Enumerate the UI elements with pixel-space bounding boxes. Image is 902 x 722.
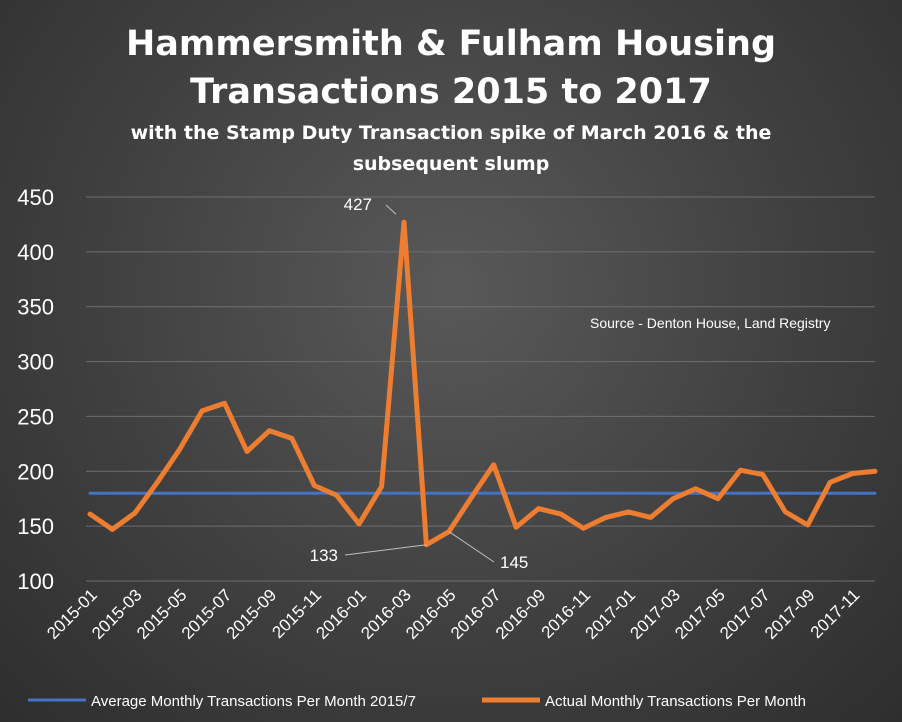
x-tick-label: 2017-09 — [761, 585, 819, 643]
annotation-leader-line — [344, 544, 427, 556]
y-tick-label: 100 — [17, 569, 54, 594]
chart-title-line-2: Transactions 2015 to 2017 — [190, 72, 712, 112]
x-tick-label: 2016-09 — [492, 585, 550, 643]
legend-label: Average Monthly Transactions Per Month 2… — [91, 693, 416, 710]
legend: Average Monthly Transactions Per Month 2… — [28, 693, 806, 710]
y-tick-label: 200 — [17, 459, 54, 484]
y-tick-label: 400 — [17, 240, 54, 265]
y-tick-label: 250 — [17, 404, 54, 429]
chart-subtitle-line-2: subsequent slump — [353, 153, 550, 175]
series-line-actual — [87, 219, 878, 548]
annotation-label: 133 — [310, 546, 338, 565]
data-annotations: 427 133 145 — [310, 195, 529, 572]
annotation-label: 427 — [344, 195, 372, 214]
annotation-leader-line — [448, 531, 495, 563]
chart-subtitle-line-1: with the Stamp Duty Transaction spike of… — [131, 122, 772, 144]
annotation-leader-line — [385, 204, 397, 215]
y-tick-label: 450 — [17, 185, 54, 210]
y-axis-ticks: 100 150 200 250 300 350 400 450 — [17, 185, 54, 594]
x-tick-label: 2015-09 — [223, 585, 281, 643]
x-axis-ticks: 2015-012015-032015-052015-072015-092015-… — [43, 585, 863, 643]
source-note: Source - Denton House, Land Registry — [590, 315, 830, 331]
chart-title-line-1: Hammersmith & Fulham Housing — [126, 24, 776, 64]
y-tick-label: 300 — [17, 350, 54, 375]
y-tick-label: 150 — [17, 514, 54, 539]
x-tick-label: 2017-11 — [807, 585, 864, 642]
series-lines — [87, 219, 878, 548]
legend-label: Actual Monthly Transactions Per Month — [545, 693, 806, 710]
annotation-label: 145 — [500, 553, 528, 572]
gridlines — [86, 196, 875, 582]
y-tick-label: 350 — [17, 295, 54, 320]
